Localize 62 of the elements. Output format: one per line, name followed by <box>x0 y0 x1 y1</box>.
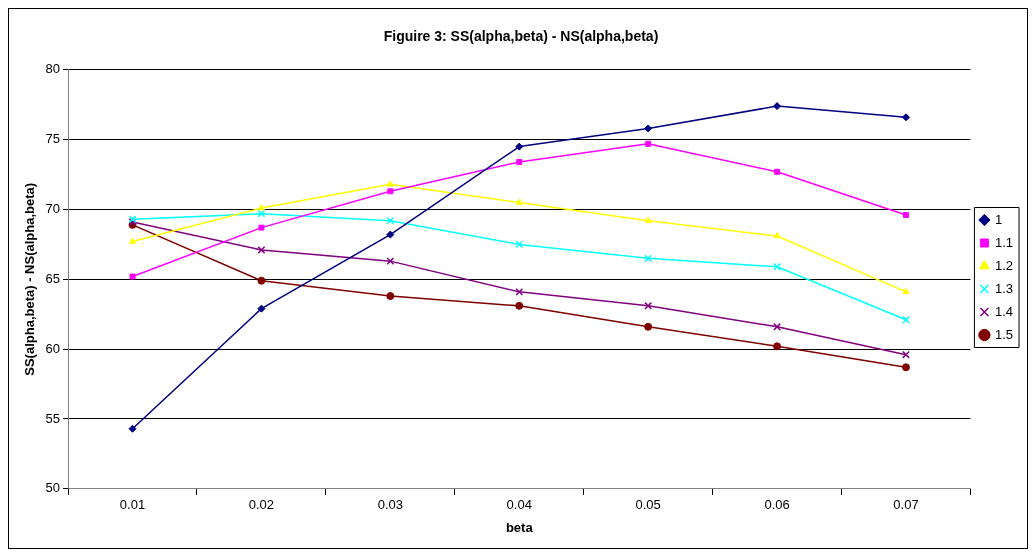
point <box>515 301 524 310</box>
legend-label: 1.5 <box>994 326 1014 342</box>
point <box>128 237 137 244</box>
point <box>257 209 266 218</box>
point <box>387 188 394 195</box>
y-tick-label: 50 <box>45 480 61 496</box>
x-tick-label: 0.03 <box>377 497 403 513</box>
point <box>515 142 524 151</box>
legend-label: 1.4 <box>994 303 1014 319</box>
point <box>257 276 266 285</box>
x-tick-label: 0.07 <box>893 497 919 513</box>
point <box>644 322 653 331</box>
y-tick-label: 80 <box>45 61 61 77</box>
y-tick-label: 65 <box>45 270 61 286</box>
point <box>901 113 910 122</box>
y-axis-title: SS(alpha,beta) - NS(alpha,beta) <box>22 182 38 376</box>
point <box>257 204 265 211</box>
y-tick-label: 75 <box>45 131 61 147</box>
point <box>515 240 524 249</box>
point <box>257 246 266 254</box>
point <box>902 350 910 359</box>
legend-label: 1.3 <box>994 280 1014 296</box>
point <box>644 301 653 310</box>
x-tick-label: 0.06 <box>764 497 790 513</box>
point <box>128 424 137 433</box>
point <box>773 232 781 239</box>
point <box>257 304 266 313</box>
legend-label: 1 <box>994 211 1003 227</box>
point <box>258 224 265 231</box>
x-tick-label: 0.04 <box>506 497 532 513</box>
point <box>773 342 782 351</box>
point <box>773 102 782 111</box>
x-tick-label: 0.05 <box>635 497 661 513</box>
point <box>386 230 395 239</box>
x-tick-label: 0.02 <box>248 497 275 513</box>
point <box>773 322 781 331</box>
point <box>515 198 523 205</box>
y-tick-label: 55 <box>45 410 61 426</box>
point <box>386 216 395 225</box>
x-axis-title: beta <box>505 519 534 535</box>
point <box>644 216 652 223</box>
point <box>386 257 395 266</box>
chart-title: Figuire 3: SS(alpha,beta) - NS(alpha,beta) <box>383 28 659 45</box>
y-tick-label: 70 <box>45 201 61 217</box>
point <box>515 287 524 296</box>
point <box>645 140 652 147</box>
point <box>644 254 653 263</box>
point <box>902 287 910 295</box>
point <box>902 315 910 324</box>
point <box>774 168 781 175</box>
point <box>773 262 781 271</box>
y-tick-label: 60 <box>45 340 61 356</box>
point <box>129 273 136 280</box>
point <box>516 159 523 165</box>
point <box>901 363 910 372</box>
point <box>644 124 653 133</box>
point <box>386 292 395 301</box>
point <box>903 212 909 219</box>
legend-label: 1.1 <box>994 234 1014 250</box>
point <box>386 180 394 187</box>
legend-label: 1.2 <box>994 257 1014 273</box>
x-tick-label: 0.01 <box>119 497 146 513</box>
